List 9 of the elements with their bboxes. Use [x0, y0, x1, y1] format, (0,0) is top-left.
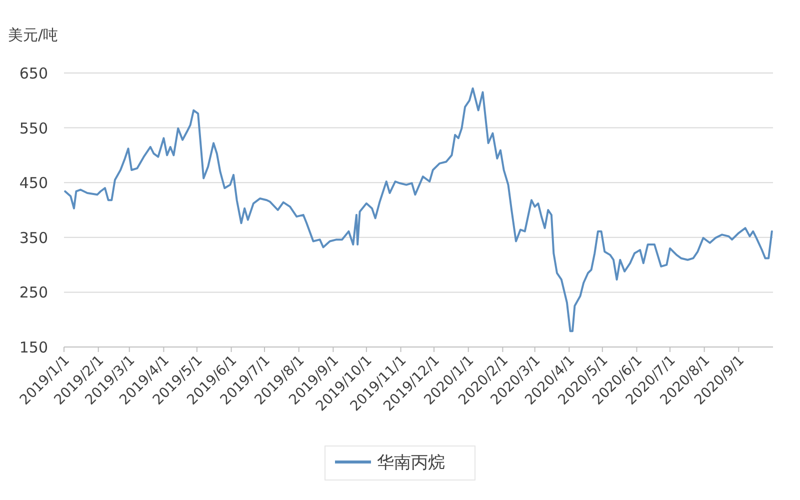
y-tick-label: 550 [19, 119, 48, 138]
legend-label: 华南丙烷 [377, 453, 445, 473]
y-tick-label: 150 [19, 338, 48, 356]
y-tick-label: 450 [19, 174, 48, 192]
y-tick-label: 650 [19, 64, 48, 82]
y-tick-label: 250 [19, 284, 48, 302]
y-axis-title: 美元/吨 [8, 26, 58, 44]
y-tick-label: 350 [19, 228, 48, 247]
line-series [64, 87, 773, 332]
